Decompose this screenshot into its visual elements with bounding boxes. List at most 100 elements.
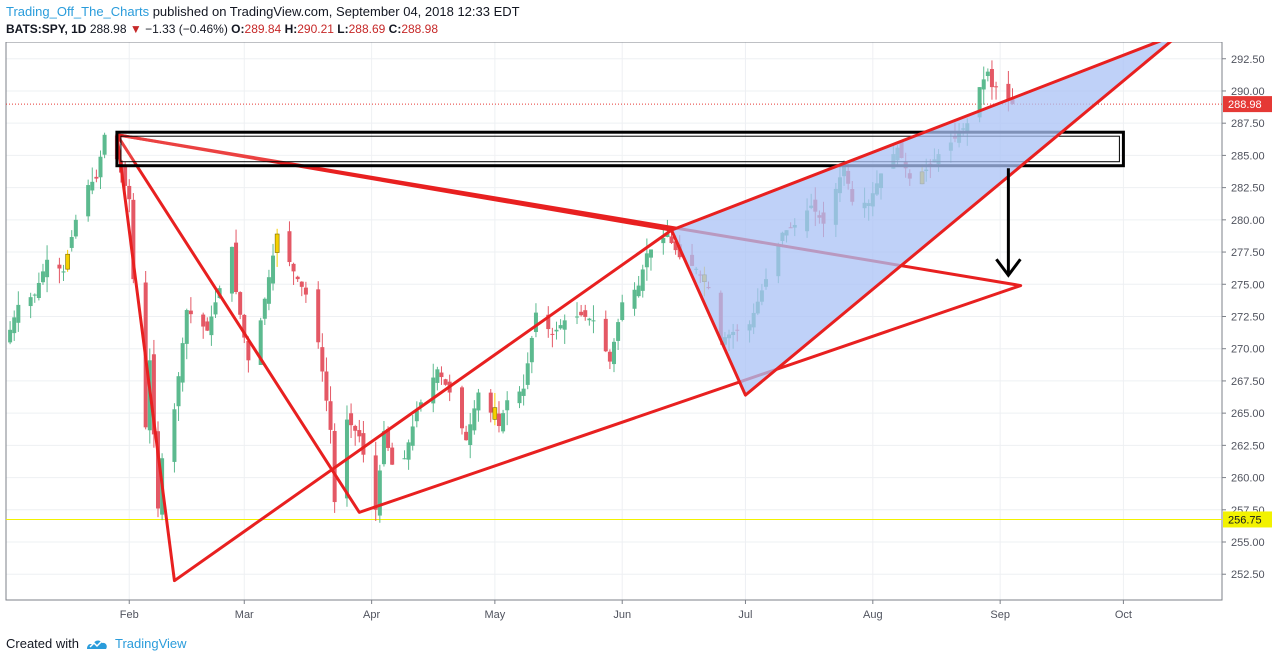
candle bbox=[464, 425, 469, 441]
current-price-label: 288.98 bbox=[1223, 96, 1272, 113]
candle bbox=[373, 441, 378, 521]
low-value: 288.69 bbox=[348, 22, 386, 36]
candle bbox=[291, 262, 296, 286]
candle-body bbox=[390, 447, 395, 465]
candle-body bbox=[102, 134, 107, 155]
candle-body bbox=[981, 79, 986, 90]
candle bbox=[529, 335, 534, 374]
candle-body bbox=[386, 428, 391, 448]
x-tick-label: Aug bbox=[863, 609, 883, 621]
candle bbox=[558, 319, 563, 330]
candle-body bbox=[464, 431, 469, 441]
support-level-label-box bbox=[1223, 511, 1272, 528]
candle-body bbox=[673, 241, 678, 251]
x-tick-label: Jun bbox=[613, 609, 631, 621]
candle bbox=[86, 179, 91, 222]
candle bbox=[32, 293, 37, 303]
candle bbox=[989, 60, 994, 100]
current-price-label-box bbox=[1223, 96, 1272, 113]
support-level-label-text: 256.75 bbox=[1228, 514, 1262, 526]
candle bbox=[583, 304, 588, 321]
candle-body bbox=[271, 255, 276, 284]
author-link[interactable]: Trading_Off_The_Charts bbox=[6, 4, 150, 19]
candle-body bbox=[205, 321, 210, 331]
candle bbox=[57, 257, 62, 284]
candle-body bbox=[234, 242, 239, 293]
tradingview-brand[interactable]: TradingView bbox=[85, 636, 187, 651]
y-tick-label: 285.00 bbox=[1231, 150, 1265, 162]
candle-body bbox=[176, 376, 181, 407]
candle-body bbox=[661, 237, 666, 244]
candle-body bbox=[324, 371, 329, 401]
candle bbox=[316, 281, 321, 349]
candle bbox=[8, 321, 13, 345]
candle-body bbox=[131, 199, 136, 280]
candle bbox=[299, 281, 304, 297]
candle bbox=[201, 312, 206, 339]
y-tick-label: 272.50 bbox=[1231, 311, 1265, 323]
candle bbox=[632, 282, 637, 316]
rising-wedge-drawing bbox=[670, 31, 1183, 397]
candle-body bbox=[201, 314, 206, 327]
candle bbox=[324, 357, 329, 412]
x-tick-label: Mar bbox=[235, 609, 254, 621]
candle-body bbox=[357, 430, 362, 437]
candle-body bbox=[648, 249, 653, 258]
candle-body bbox=[209, 316, 214, 336]
candle-body bbox=[517, 391, 522, 404]
candle bbox=[488, 389, 493, 423]
candle-body bbox=[299, 281, 304, 287]
candle-body bbox=[558, 325, 563, 329]
candle-body bbox=[476, 392, 481, 411]
candle bbox=[209, 305, 214, 346]
candle-body bbox=[636, 285, 641, 297]
candle-body bbox=[472, 408, 477, 431]
candle bbox=[16, 291, 21, 332]
candle-body bbox=[242, 314, 247, 338]
candle bbox=[172, 403, 177, 473]
candle-body bbox=[579, 311, 584, 316]
candle bbox=[620, 294, 625, 322]
price-chart[interactable]: 292.50 290.00 287.50 285.00 282.50 280.00 277.… bbox=[0, 31, 1274, 632]
candle-body bbox=[410, 426, 415, 446]
tradingview-label[interactable]: TradingView bbox=[114, 636, 187, 651]
symbol-label[interactable]: BATS:SPY, 1D bbox=[6, 22, 87, 36]
y-tick-label: 277.50 bbox=[1231, 247, 1265, 259]
candle-body bbox=[977, 87, 982, 118]
candle bbox=[472, 400, 477, 435]
candle bbox=[554, 321, 559, 340]
quote-line: BATS:SPY, 1D 288.98 ▼ −1.33 (−0.46%) O:2… bbox=[6, 22, 438, 36]
candle bbox=[73, 214, 78, 239]
y-tick-label: 252.50 bbox=[1231, 569, 1265, 581]
open-label: O: bbox=[231, 22, 245, 36]
low-label: L: bbox=[337, 22, 349, 36]
candle bbox=[229, 246, 234, 302]
candle bbox=[61, 264, 66, 282]
y-tick-label: 290.00 bbox=[1231, 86, 1265, 98]
candle-body bbox=[583, 310, 588, 317]
candle-body bbox=[295, 276, 300, 280]
candle-body bbox=[90, 181, 95, 191]
candle-body bbox=[349, 413, 354, 426]
support-level-label: 256.75 bbox=[1223, 511, 1272, 528]
candle-body bbox=[632, 289, 637, 309]
triangle-drawing bbox=[115, 133, 674, 583]
x-tick-label: Sep bbox=[990, 609, 1010, 621]
candle bbox=[287, 221, 292, 267]
candle-body bbox=[669, 236, 674, 244]
candle bbox=[328, 386, 333, 444]
chart-area[interactable]: 292.50 290.00 287.50 285.00 282.50 280.00 277.… bbox=[0, 31, 1274, 637]
y-tick-label: 287.50 bbox=[1231, 118, 1265, 130]
grid bbox=[6, 42, 1222, 600]
candle-body bbox=[575, 316, 580, 318]
candle-body bbox=[533, 312, 538, 333]
candle bbox=[431, 363, 436, 413]
candle bbox=[636, 275, 641, 298]
candle bbox=[188, 297, 193, 324]
candle bbox=[94, 169, 99, 183]
candle-body bbox=[644, 253, 649, 268]
candle-body bbox=[525, 363, 530, 385]
candle bbox=[303, 281, 308, 303]
candle bbox=[981, 66, 986, 105]
candle-body bbox=[262, 298, 267, 319]
